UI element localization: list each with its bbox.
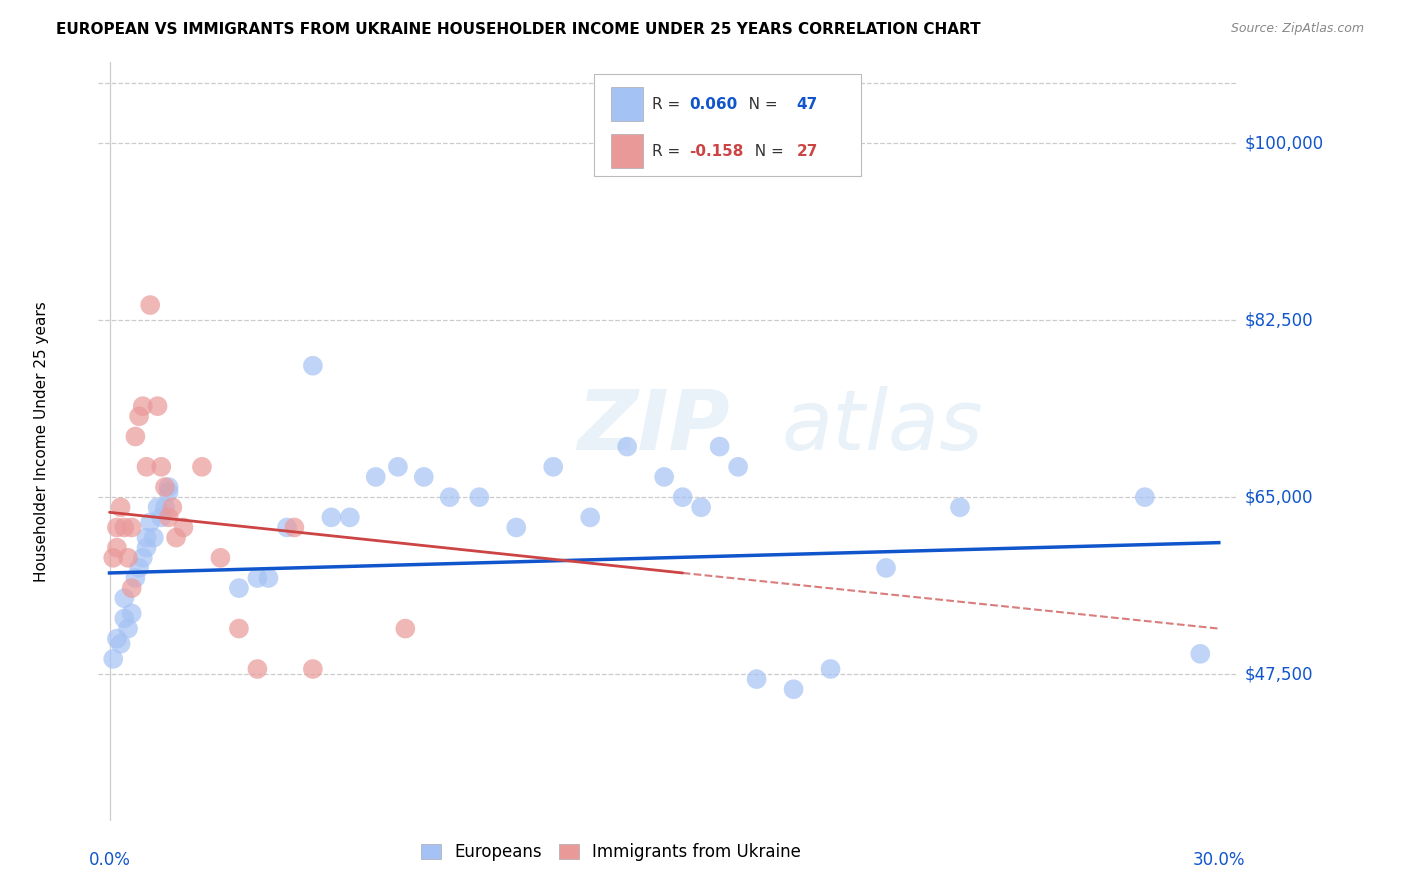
Point (579, 510, 602, 524)
Point (132, 550, 155, 565)
Point (745, 672, 768, 686)
Point (690, 500, 713, 515)
Point (150, 459, 173, 474)
Point (146, 399, 169, 413)
Text: atlas: atlas (782, 386, 983, 467)
Point (139, 298, 162, 312)
Point (162, 500, 184, 515)
Text: EUROPEAN VS IMMIGRANTS FROM UKRAINE HOUSEHOLDER INCOME UNDER 25 YEARS CORRELATIO: EUROPEAN VS IMMIGRANTS FROM UKRAINE HOUS… (56, 22, 981, 37)
Point (191, 459, 214, 474)
FancyBboxPatch shape (593, 74, 862, 177)
Point (128, 409, 150, 424)
Point (121, 581, 143, 595)
Point (112, 591, 135, 606)
Point (782, 682, 804, 697)
Point (135, 541, 157, 555)
Point (412, 470, 434, 484)
Text: 0.0%: 0.0% (89, 851, 131, 869)
Point (1133, 490, 1156, 504)
Point (172, 520, 194, 534)
Point (541, 459, 564, 474)
Text: $47,500: $47,500 (1244, 665, 1313, 683)
Point (153, 480, 176, 494)
Text: $100,000: $100,000 (1244, 135, 1324, 153)
Point (875, 561, 897, 575)
Point (321, 510, 343, 524)
Text: N =: N = (734, 96, 782, 112)
FancyBboxPatch shape (612, 87, 643, 120)
Point (616, 440, 638, 454)
Point (105, 520, 128, 534)
Point (128, 561, 150, 575)
Point (121, 607, 143, 621)
Point (157, 485, 180, 500)
Point (283, 520, 305, 534)
Point (276, 520, 298, 534)
Text: Householder Income Under 25 years: Householder Income Under 25 years (34, 301, 49, 582)
Point (146, 500, 169, 515)
Text: R =: R = (652, 96, 685, 112)
Point (132, 399, 155, 413)
Text: 0.060: 0.060 (689, 96, 738, 112)
Point (139, 516, 162, 530)
Point (112, 520, 135, 534)
Text: R =: R = (652, 144, 685, 159)
Point (117, 622, 139, 636)
Point (103, 652, 125, 666)
Text: $82,500: $82,500 (1244, 311, 1313, 329)
Text: -0.158: -0.158 (689, 144, 744, 159)
Point (727, 459, 749, 474)
Point (124, 571, 146, 585)
Point (112, 611, 135, 625)
Text: Source: ZipAtlas.com: Source: ZipAtlas.com (1230, 22, 1364, 36)
Point (228, 581, 250, 595)
Point (302, 359, 325, 373)
Point (135, 531, 157, 545)
Point (257, 571, 280, 585)
Point (105, 541, 128, 555)
Text: N =: N = (745, 144, 789, 159)
Point (949, 500, 972, 515)
Text: $65,000: $65,000 (1244, 488, 1313, 506)
Point (135, 459, 157, 474)
Point (228, 622, 250, 636)
Point (364, 470, 387, 484)
FancyBboxPatch shape (612, 134, 643, 169)
Point (165, 531, 187, 545)
Point (157, 510, 180, 524)
Point (110, 637, 132, 651)
Point (121, 520, 143, 534)
Point (1189, 647, 1212, 661)
Point (105, 632, 128, 646)
Text: 47: 47 (797, 96, 818, 112)
Point (153, 500, 176, 515)
Point (709, 440, 731, 454)
Point (439, 490, 461, 504)
Point (246, 571, 269, 585)
Point (339, 510, 361, 524)
Text: ZIP: ZIP (576, 386, 730, 467)
Point (157, 480, 180, 494)
Point (302, 662, 325, 676)
Point (103, 550, 125, 565)
Point (117, 550, 139, 565)
Point (505, 520, 527, 534)
Point (209, 550, 232, 565)
Point (150, 510, 173, 524)
Point (246, 662, 269, 676)
Point (394, 622, 416, 636)
Legend: Europeans, Immigrants from Ukraine: Europeans, Immigrants from Ukraine (412, 835, 810, 869)
Point (468, 490, 491, 504)
Point (672, 490, 695, 504)
Point (124, 429, 146, 443)
Text: 30.0%: 30.0% (1192, 851, 1246, 869)
Point (652, 470, 675, 484)
Point (142, 531, 165, 545)
Point (110, 500, 132, 515)
Point (820, 662, 842, 676)
Text: 27: 27 (797, 144, 818, 159)
Point (387, 459, 409, 474)
